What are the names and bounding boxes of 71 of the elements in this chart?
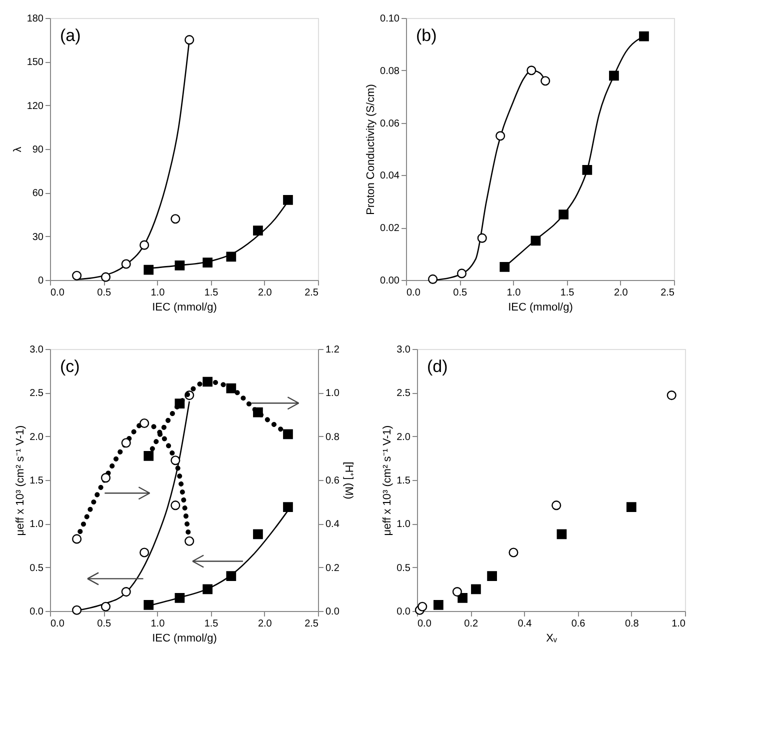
x-tick-label: 0.4 [518, 618, 532, 630]
y-tick-label: 120 [26, 100, 44, 112]
y-tick-label: 1.0 [396, 519, 411, 530]
y-tick-label: 3.0 [396, 344, 411, 356]
x-tick-label: 0.8 [624, 618, 640, 630]
y-tick-label: 1.5 [396, 476, 411, 486]
y2-tick-label: 0.2 [326, 562, 340, 574]
x-tick-label: 0.2 [464, 618, 478, 630]
x-tick-label: 0.5 [453, 288, 468, 298]
y-axis-title: μeff x 10³ (cm² s⁻¹ V-1) [382, 425, 394, 536]
y-axis-title: λ [12, 146, 24, 152]
y2-axis-title: [H⁺] (M) [342, 462, 354, 500]
y-tick-label: 3.0 [30, 344, 44, 356]
x-tick-label: 0.5 [97, 618, 112, 630]
annotation: (d) [427, 357, 448, 376]
y-tick-label: 2.0 [396, 432, 411, 443]
x-tick-label: 0.0 [50, 618, 65, 630]
annotation: (c) [60, 357, 80, 376]
y-axis-title: Proton Conductivity (S/cm) [365, 84, 378, 215]
y-tick-label: 0.02 [380, 223, 400, 234]
x-tick-label: 2.0 [258, 618, 272, 630]
y-tick-label: 0.0 [396, 606, 411, 618]
y-tick-label: 150 [26, 57, 44, 68]
y-tick-label: 0.5 [396, 562, 411, 574]
y-tick-label: 0.0 [30, 606, 44, 618]
y2-tick-label: 0.4 [326, 519, 340, 530]
x-tick-label: 0.0 [50, 288, 65, 298]
x-tick-label: 1.5 [204, 618, 219, 630]
y-tick-label: 0.5 [30, 562, 44, 574]
y2-tick-label: 0.0 [326, 606, 340, 618]
x-tick-label: 1.0 [672, 618, 686, 630]
y-tick-label: 180 [26, 14, 44, 24]
y-tick-label: 2.0 [30, 432, 44, 443]
x-tick-label: 2.0 [614, 288, 628, 298]
y-tick-label: 2.5 [396, 388, 411, 400]
y-tick-label: 90 [32, 144, 44, 156]
y-tick-label: 2.5 [30, 388, 44, 400]
y2-tick-label: 1.2 [326, 344, 340, 356]
y-tick-label: 0.00 [380, 276, 400, 286]
x-tick-label: 1.5 [204, 288, 219, 298]
x-axis-title: IEC (mmol/g) [508, 302, 573, 314]
y2-tick-label: 0.8 [326, 432, 340, 443]
y-tick-label: 0.08 [380, 66, 400, 77]
x-tick-label: 2.5 [304, 618, 319, 630]
y-tick-label: 0 [38, 276, 44, 286]
y2-tick-label: 0.6 [326, 476, 340, 486]
y-tick-label: 0.10 [380, 14, 400, 24]
y-tick-label: 60 [32, 188, 44, 200]
y-axis-title: μeff x 10³ (cm² s⁻¹ V-1) [14, 425, 27, 536]
y-tick-label: 0.06 [380, 118, 400, 130]
x-axis-title: IEC (mmol/g) [152, 632, 217, 644]
x-tick-label: 1.0 [150, 618, 166, 630]
y-tick-label: 1.5 [30, 476, 44, 486]
x-tick-label: 0.0 [406, 288, 421, 298]
x-tick-label: 0.6 [571, 618, 586, 630]
y-tick-label: 0.04 [380, 170, 400, 182]
x-tick-label: 2.5 [660, 288, 675, 298]
y2-tick-label: 1.0 [326, 388, 340, 400]
y-tick-label: 30 [32, 232, 44, 243]
x-tick-label: 2.5 [304, 288, 319, 298]
x-tick-label: 0.0 [418, 618, 432, 630]
annotation: (b) [416, 26, 437, 45]
x-axis-title: Xᵥ [546, 632, 558, 644]
x-tick-label: 1.0 [150, 288, 166, 298]
x-tick-label: 0.5 [97, 288, 112, 298]
x-axis-title: IEC (mmol/g) [152, 302, 217, 314]
x-tick-label: 1.0 [506, 288, 522, 298]
annotation: (a) [60, 26, 81, 45]
x-tick-label: 1.5 [560, 288, 575, 298]
y-tick-label: 1.0 [30, 519, 44, 530]
x-tick-label: 2.0 [258, 288, 272, 298]
